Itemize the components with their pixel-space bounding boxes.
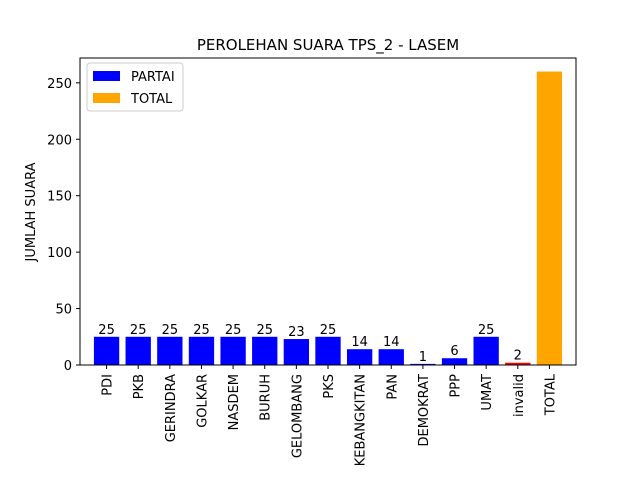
bar — [93, 336, 120, 365]
bar — [315, 336, 341, 365]
bar-value-label: 25 — [320, 323, 337, 338]
bar — [157, 336, 183, 365]
x-tick-label: PKB — [132, 374, 147, 399]
bar-value-label: 23 — [288, 325, 305, 340]
bar-value-label: 25 — [193, 323, 210, 338]
x-tick-label: BURUH — [259, 374, 274, 421]
bar-value-label: 6 — [450, 344, 458, 359]
y-tick-label: 100 — [47, 246, 72, 261]
bar-value-label: 2 — [514, 349, 522, 364]
legend-label: TOTAL — [130, 92, 173, 107]
bar-value-label: 25 — [130, 323, 147, 338]
bar — [536, 71, 563, 365]
bar-value-label: 25 — [478, 323, 495, 338]
bar — [125, 336, 151, 365]
bar — [410, 363, 436, 365]
bar — [283, 339, 310, 365]
bar — [505, 362, 531, 365]
x-tick-label: GOLKAR — [195, 374, 210, 428]
bar-value-label: 25 — [98, 323, 115, 338]
bar — [252, 336, 278, 365]
plot-area: 25 25 25 25 25 25 23 25 14 14 1 6 25 2 0 50 100 150 200 250… — [47, 57, 577, 466]
x-tick-label: PKS — [322, 374, 337, 399]
x-tick-label: UMAT — [480, 374, 495, 411]
bar — [188, 336, 215, 365]
x-tick-label: PPP — [449, 374, 464, 398]
legend-label: PARTAI — [131, 70, 175, 85]
x-tick-label: KEBANGKITAN — [354, 374, 369, 466]
x-tick-label: PDI — [101, 374, 116, 396]
x-tick-label: TOTAL — [543, 373, 558, 416]
x-tick-label: DEMOKRAT — [417, 374, 432, 447]
x-tick-label: invalid — [512, 374, 527, 417]
x-tick-label: NASDEM — [227, 374, 242, 430]
y-tick-label: 250 — [47, 77, 72, 92]
bar-value-label: 25 — [162, 323, 179, 338]
x-tick-label: GERINDRA — [164, 374, 179, 442]
bar — [346, 349, 373, 365]
bar — [473, 336, 499, 365]
y-axis-title: JUMLAH SUARA — [24, 162, 39, 262]
bar-value-label: 14 — [383, 335, 400, 350]
legend: PARTAI TOTAL — [86, 62, 184, 112]
bar-value-label: 25 — [225, 323, 242, 338]
x-tick-label: GELOMBANG — [290, 374, 305, 458]
x-tick-label: PAN — [385, 374, 400, 400]
legend-swatch — [93, 71, 120, 81]
y-tick-label: 150 — [47, 190, 72, 205]
bar — [441, 358, 468, 365]
y-tick-label: 200 — [47, 133, 72, 148]
y-tick-label: 50 — [55, 303, 72, 318]
y-tick-label: 0 — [64, 359, 72, 374]
bar — [378, 349, 404, 365]
bar-value-label: 14 — [351, 335, 368, 350]
bar-value-label: 25 — [256, 323, 273, 338]
bar — [220, 336, 246, 365]
legend-swatch — [93, 93, 120, 103]
bar-value-label: 1 — [419, 350, 427, 365]
chart-title: PEROLEHAN SUARA TPS_2 - LASEM — [197, 36, 459, 55]
